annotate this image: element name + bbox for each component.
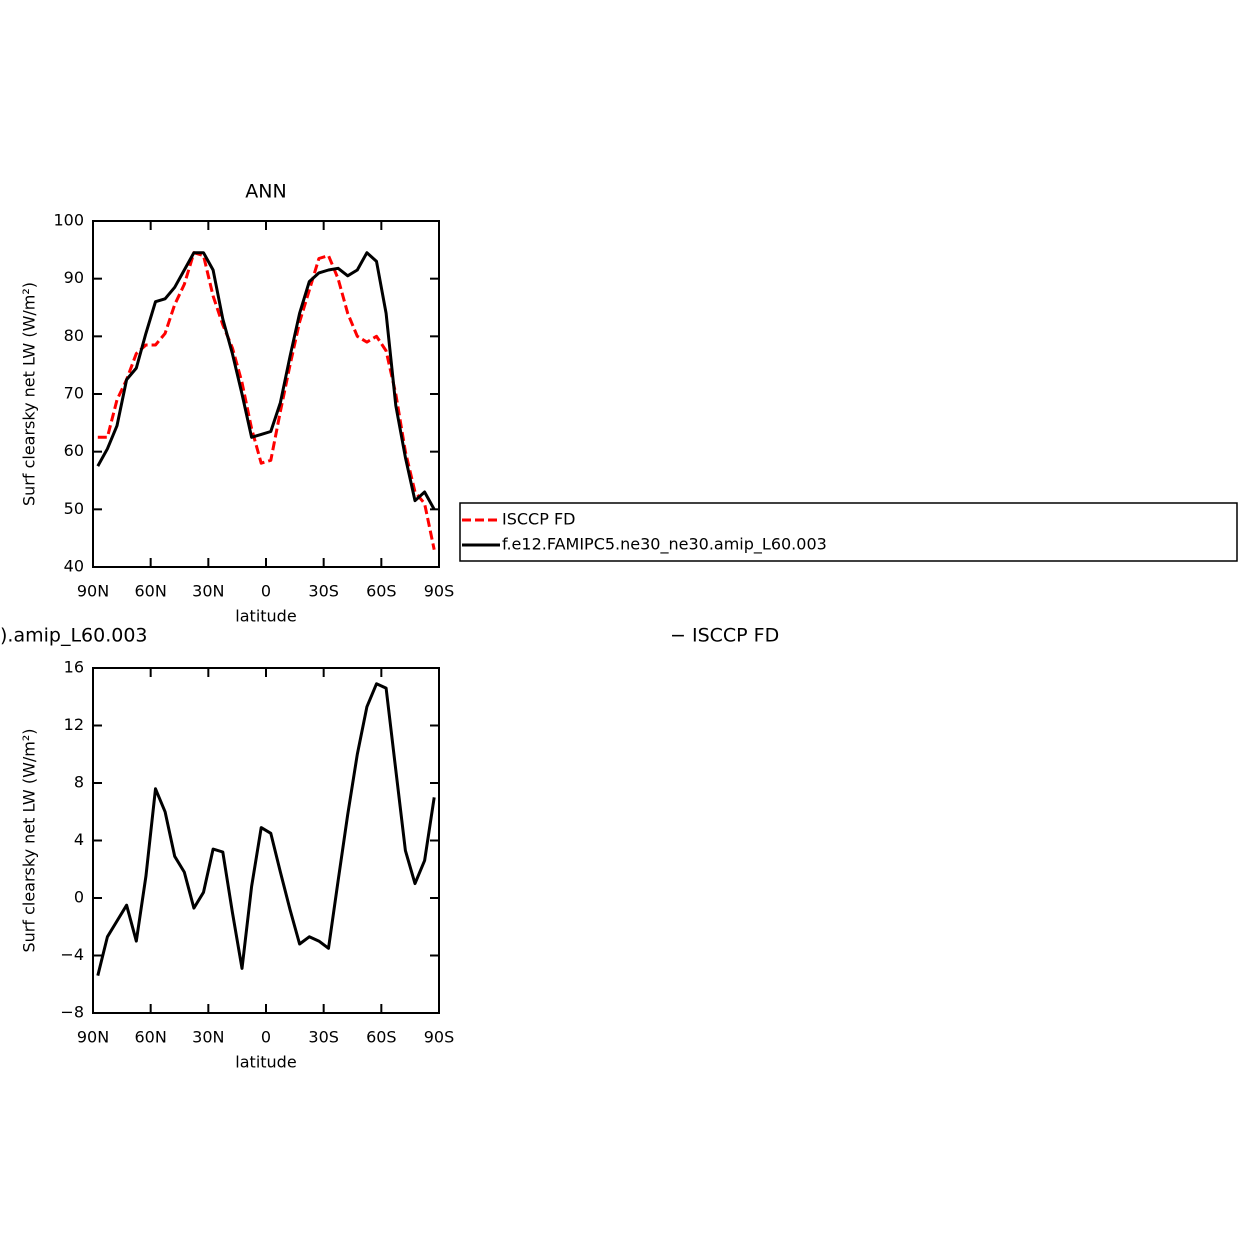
y-tick-label: 90 xyxy=(64,268,84,287)
x-tick-label: 90S xyxy=(424,1028,455,1047)
legend-label: f.e12.FAMIPC5.ne30_ne30.amip_L60.003 xyxy=(502,535,827,555)
y-tick-label: 8 xyxy=(74,773,84,792)
plot-frame xyxy=(92,220,440,568)
chart-title: ).amip_L60.003 xyxy=(0,625,148,647)
x-tick-label: 60S xyxy=(366,1028,397,1047)
chart-title: ANN xyxy=(245,181,286,203)
data-line xyxy=(96,682,436,976)
y-tick-label: −8 xyxy=(60,1003,84,1022)
y-tick-label: 0 xyxy=(74,888,84,907)
x-tick-label: 30N xyxy=(192,1028,224,1047)
x-tick-label: 30S xyxy=(308,1028,339,1047)
y-tick-label: 60 xyxy=(64,441,84,460)
x-tick-label: 90N xyxy=(77,582,109,601)
y-tick-label: 4 xyxy=(74,830,84,849)
x-tick-label: 30N xyxy=(192,582,224,601)
y-tick-label: 100 xyxy=(53,211,84,230)
legend-label: ISCCP FD xyxy=(502,510,575,529)
x-tick-label: 60N xyxy=(135,582,167,601)
plot-frame xyxy=(92,667,440,1014)
x-axis-label: latitude xyxy=(235,1053,296,1072)
y-axis-label: Surf clearsky net LW (W/m²) xyxy=(20,282,39,506)
data-line xyxy=(96,251,436,511)
y-axis-label: Surf clearsky net LW (W/m²) xyxy=(20,728,39,952)
x-axis-label: latitude xyxy=(235,607,296,626)
y-tick-label: −4 xyxy=(60,945,84,964)
x-tick-label: 60S xyxy=(366,582,397,601)
x-tick-label: 90N xyxy=(77,1028,109,1047)
y-tick-label: 70 xyxy=(64,384,84,403)
annotation: − ISCCP FD xyxy=(670,625,779,647)
x-tick-label: 90S xyxy=(424,582,455,601)
x-tick-label: 30S xyxy=(308,582,339,601)
y-tick-label: 16 xyxy=(64,658,84,677)
x-tick-label: 0 xyxy=(261,1028,271,1047)
y-tick-label: 80 xyxy=(64,326,84,345)
y-tick-label: 12 xyxy=(64,715,84,734)
y-tick-label: 40 xyxy=(64,557,84,576)
data-line xyxy=(97,251,436,551)
x-tick-label: 60N xyxy=(135,1028,167,1047)
y-tick-label: 50 xyxy=(64,499,84,518)
x-tick-label: 0 xyxy=(261,582,271,601)
legend-box xyxy=(459,502,1238,562)
